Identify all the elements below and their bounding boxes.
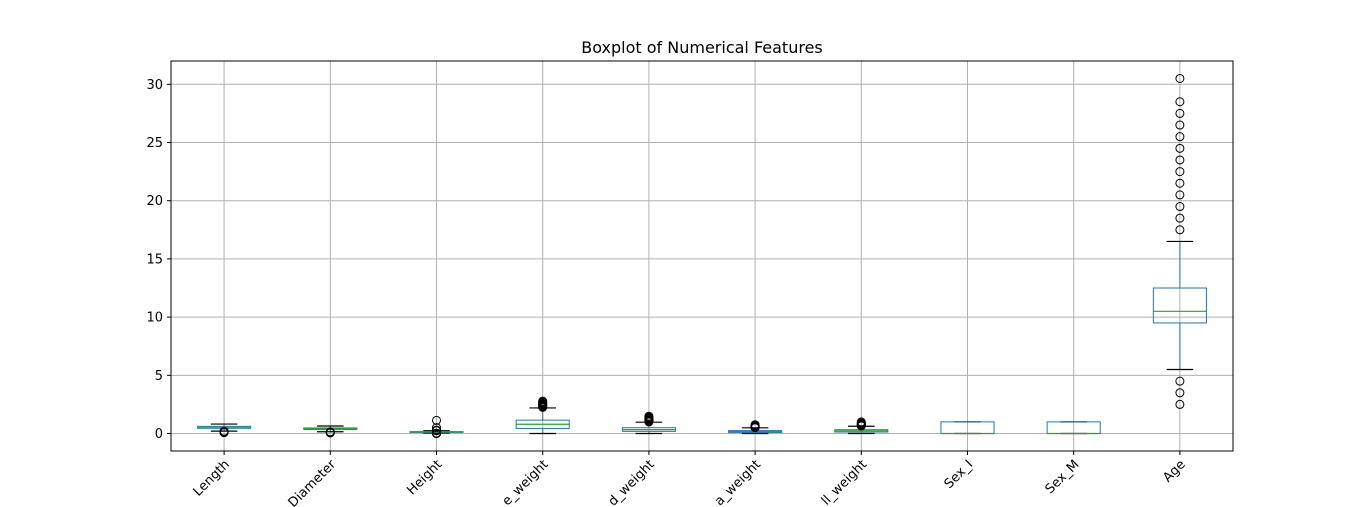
box-diameter [303,425,358,438]
box-shell-weight [834,417,889,435]
outlier-point [1175,120,1185,130]
outlier-point [1175,202,1185,212]
box-viscera-weight [728,420,783,435]
box-whole-weight [515,396,570,435]
outlier-point [644,411,654,421]
y-tick-label: 5 [155,369,163,384]
outlier-point [432,415,441,425]
y-tick-label: 15 [146,252,163,267]
y-tick-label: 30 [146,78,163,93]
outlier-point [1175,376,1185,386]
outlier-point [856,417,866,427]
box-sex-m [1046,421,1101,435]
outlier-point [1175,388,1185,398]
plot-frame [170,60,1234,452]
outlier-point [432,425,441,435]
outlier-point [432,428,441,438]
outlier-point [1175,132,1185,142]
outlier-point [750,420,760,430]
outlier-point [1175,155,1185,165]
box-height [409,415,464,439]
box-age [1152,73,1207,409]
y-tick-label: 25 [146,136,163,151]
y-tick-label: 0 [155,427,163,442]
y-tick-label: 10 [146,311,163,326]
outlier-point [325,427,335,437]
outlier-point [219,426,229,436]
outlier-point [1175,97,1185,107]
y-tick-label: 20 [146,194,163,209]
outlier-point [1175,399,1185,409]
outlier-point [1175,190,1185,200]
outlier-point [538,396,548,406]
grid-lines [171,61,1233,451]
box-layer [197,73,1207,439]
box-length [197,423,252,438]
iqr-box [1152,287,1207,324]
outlier-point [1175,178,1185,188]
chart-title: Boxplot of Numerical Features [581,38,823,57]
outlier-point [1175,225,1185,235]
outlier-point [1175,213,1185,223]
box-shucked-weight [621,411,676,435]
outlier-point [1175,108,1185,118]
outlier-point [432,423,441,433]
outlier-point [1175,73,1185,83]
outlier-point [1175,143,1185,153]
box-sex-i [940,421,995,435]
outlier-point [1175,167,1185,177]
